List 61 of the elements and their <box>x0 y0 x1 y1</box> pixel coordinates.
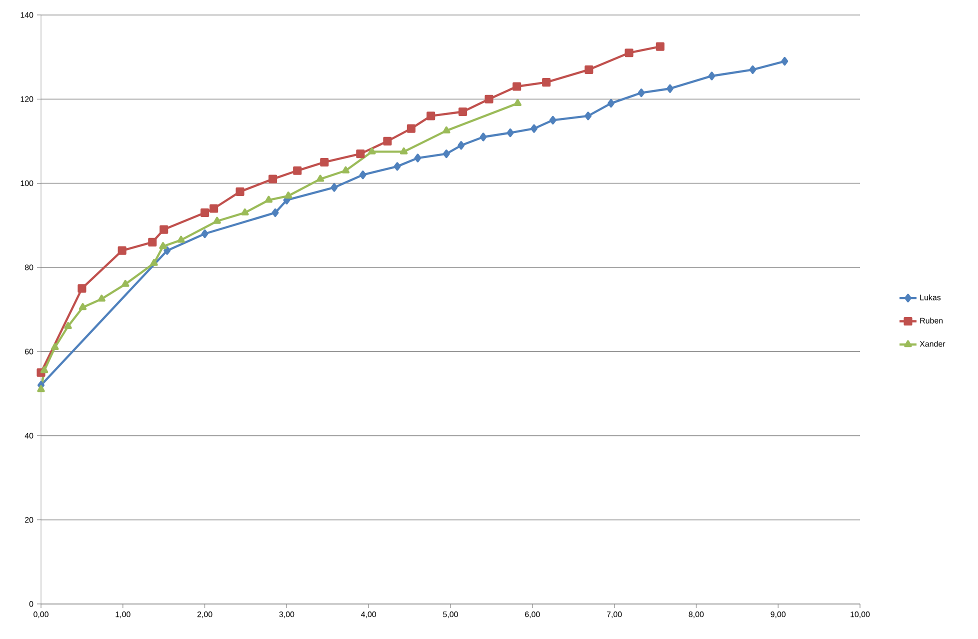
point <box>442 150 450 158</box>
point <box>213 216 221 224</box>
point <box>264 196 273 203</box>
point <box>210 204 218 213</box>
point <box>200 208 210 217</box>
point <box>458 107 468 116</box>
point <box>638 88 645 98</box>
point <box>201 229 208 238</box>
point <box>383 136 392 146</box>
point <box>37 385 45 392</box>
point <box>406 124 416 133</box>
point <box>530 124 538 133</box>
point <box>150 258 158 266</box>
point <box>442 126 450 134</box>
point <box>400 147 408 154</box>
point <box>749 65 756 74</box>
point <box>284 192 292 199</box>
point <box>584 112 592 120</box>
point <box>241 208 249 216</box>
point <box>584 65 594 74</box>
point <box>542 78 551 87</box>
point <box>394 162 401 171</box>
point <box>122 280 130 287</box>
point <box>268 174 278 184</box>
point <box>356 150 365 158</box>
point <box>98 294 106 302</box>
point <box>272 208 279 217</box>
point <box>342 166 350 174</box>
point <box>506 128 514 138</box>
point <box>368 147 376 154</box>
point <box>426 112 436 120</box>
point <box>458 141 465 150</box>
point <box>293 166 302 175</box>
point <box>549 116 556 124</box>
point <box>118 246 126 255</box>
point <box>414 154 422 162</box>
point <box>781 56 788 66</box>
point <box>236 187 244 196</box>
point <box>78 284 86 293</box>
point <box>656 42 664 51</box>
point <box>51 343 59 350</box>
point <box>608 99 615 108</box>
point <box>320 158 329 167</box>
point <box>316 174 324 182</box>
point <box>666 84 674 93</box>
point <box>330 183 338 192</box>
point <box>164 246 171 255</box>
point <box>159 242 167 250</box>
point <box>480 132 487 142</box>
point <box>708 72 716 80</box>
point <box>512 82 522 91</box>
point <box>148 238 157 246</box>
point <box>40 366 48 374</box>
point <box>78 303 87 310</box>
point <box>359 170 366 180</box>
point <box>624 48 634 58</box>
point <box>177 236 185 243</box>
point <box>514 99 522 106</box>
point <box>64 322 72 329</box>
point <box>484 94 494 104</box>
point <box>160 225 168 234</box>
